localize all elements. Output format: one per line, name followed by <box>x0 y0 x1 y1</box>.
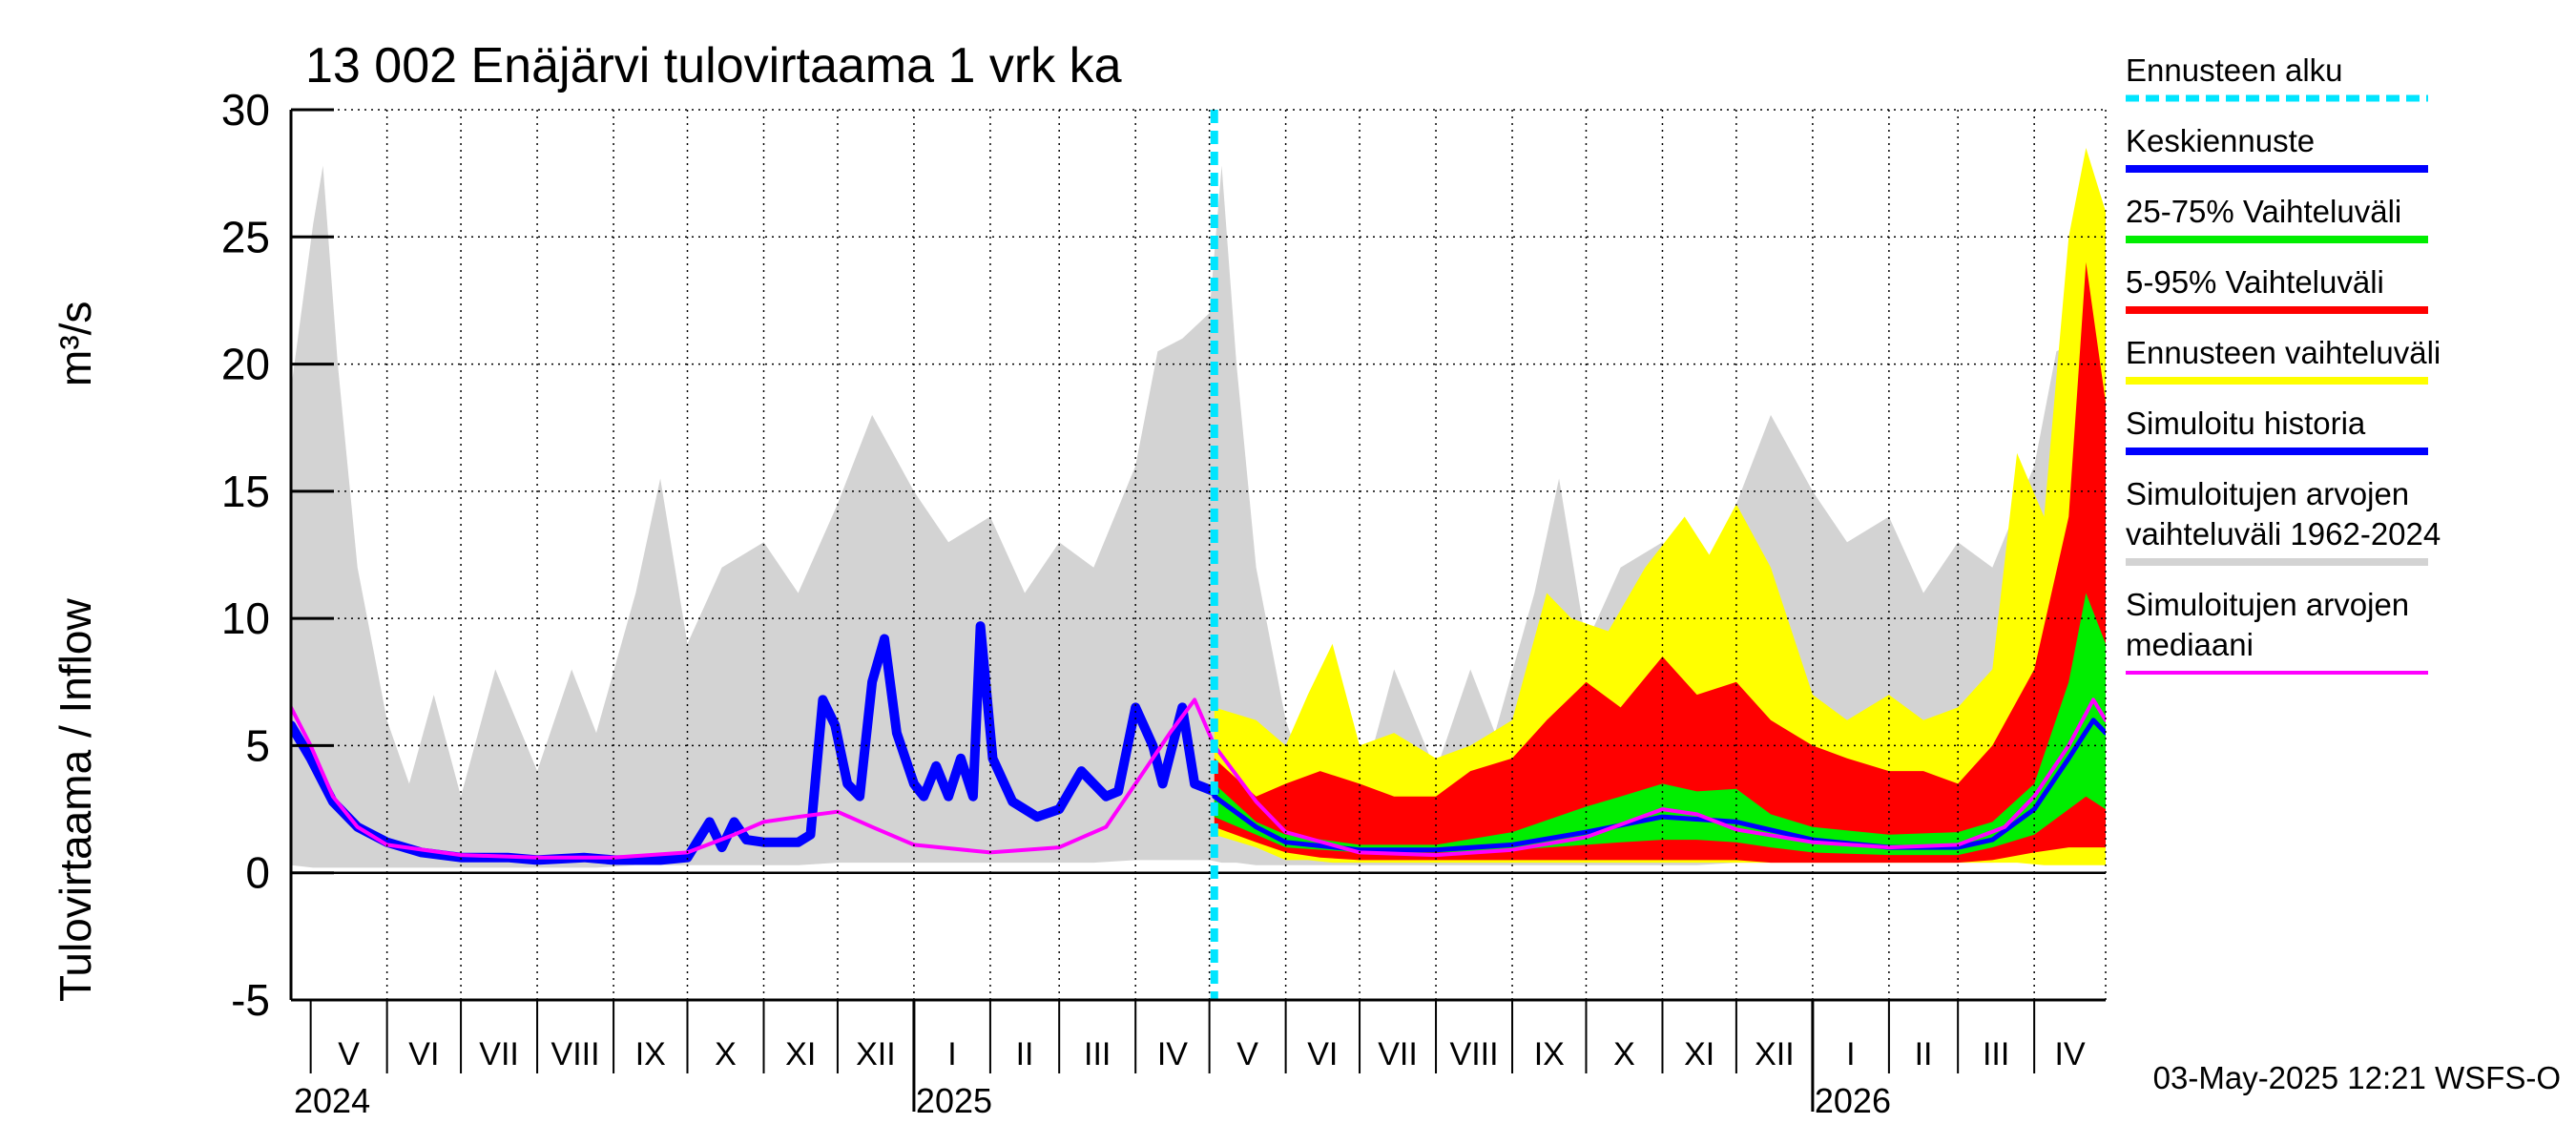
series-simuloitujen-arvojen-mediaani <box>291 697 2106 860</box>
year-label: 2026 <box>1815 1081 1891 1120</box>
legend-label-range_5_95: 5-95% Vaihteluväli <box>2126 264 2384 300</box>
legend-label-forecast_range: Ennusteen vaihteluväli <box>2126 335 2441 370</box>
y-tick-label: 25 <box>221 212 270 261</box>
legend-label-historical_range: Simuloitujen arvojen <box>2126 476 2409 511</box>
legend-label-simulated_history: Simuloitu historia <box>2126 406 2366 441</box>
month-label: XI <box>1684 1036 1714 1072</box>
y-tick-label: 5 <box>245 720 270 770</box>
month-label: VIII <box>551 1036 600 1072</box>
y-tick-label: 30 <box>221 85 270 135</box>
series-25-75-vaihteluv-li <box>1214 593 2106 856</box>
legend-label-mean_forecast: Keskiennuste <box>2126 123 2315 158</box>
y-axis-label: Tulovirtaama / Inflow <box>51 598 100 1002</box>
chart-title: 13 002 Enäjärvi tulovirtaama 1 vrk ka <box>305 38 1122 94</box>
series-simuloitu-historia <box>291 621 1219 865</box>
legend-label-historical_range: vaihteluväli 1962-2024 <box>2126 516 2441 552</box>
month-label: VI <box>1307 1036 1338 1072</box>
legend: Ennusteen alku Keskiennuste 25-75% Vaihtel… <box>2126 52 2441 675</box>
month-label: II <box>1915 1036 1933 1072</box>
year-label: 2025 <box>916 1081 992 1120</box>
month-label: IV <box>1157 1036 1188 1072</box>
month-label: IV <box>2055 1036 2086 1072</box>
month-label: I <box>1846 1036 1855 1072</box>
month-label: V <box>1236 1036 1258 1072</box>
plot-content <box>291 148 2106 868</box>
month-label: XI <box>785 1036 816 1072</box>
month-label: II <box>1016 1036 1034 1072</box>
month-label: V <box>338 1036 360 1072</box>
month-label: VI <box>408 1036 439 1072</box>
legend-label-forecast_start: Ennusteen alku <box>2126 52 2343 88</box>
month-label: VIII <box>1450 1036 1499 1072</box>
month-label: XII <box>1755 1036 1795 1072</box>
month-label: I <box>947 1036 956 1072</box>
y-axis-unit: m³/s <box>51 302 100 386</box>
year-label: 2024 <box>294 1081 370 1120</box>
month-label: IX <box>1534 1036 1565 1072</box>
y-tick-label: 10 <box>221 593 270 643</box>
legend-label-median: mediaani <box>2126 627 2254 662</box>
month-label: X <box>1613 1036 1635 1072</box>
month-label: IX <box>635 1036 666 1072</box>
y-tick-label: 0 <box>245 848 270 898</box>
legend-label-range_25_75: 25-75% Vaihteluväli <box>2126 194 2401 229</box>
timestamp: 03-May-2025 12:21 WSFS-O <box>2153 1060 2561 1095</box>
y-tick-label: -5 <box>231 975 270 1025</box>
month-label: III <box>1983 1036 2009 1072</box>
month-label: III <box>1084 1036 1111 1072</box>
y-tick-label: 20 <box>221 340 270 389</box>
month-label: VII <box>479 1036 519 1072</box>
y-tick-label: 15 <box>221 467 270 516</box>
month-label: VII <box>1378 1036 1418 1072</box>
plot-area <box>291 110 2106 1000</box>
month-label: X <box>715 1036 737 1072</box>
legend-label-median: Simuloitujen arvojen <box>2126 587 2409 622</box>
month-label: XII <box>856 1036 896 1072</box>
